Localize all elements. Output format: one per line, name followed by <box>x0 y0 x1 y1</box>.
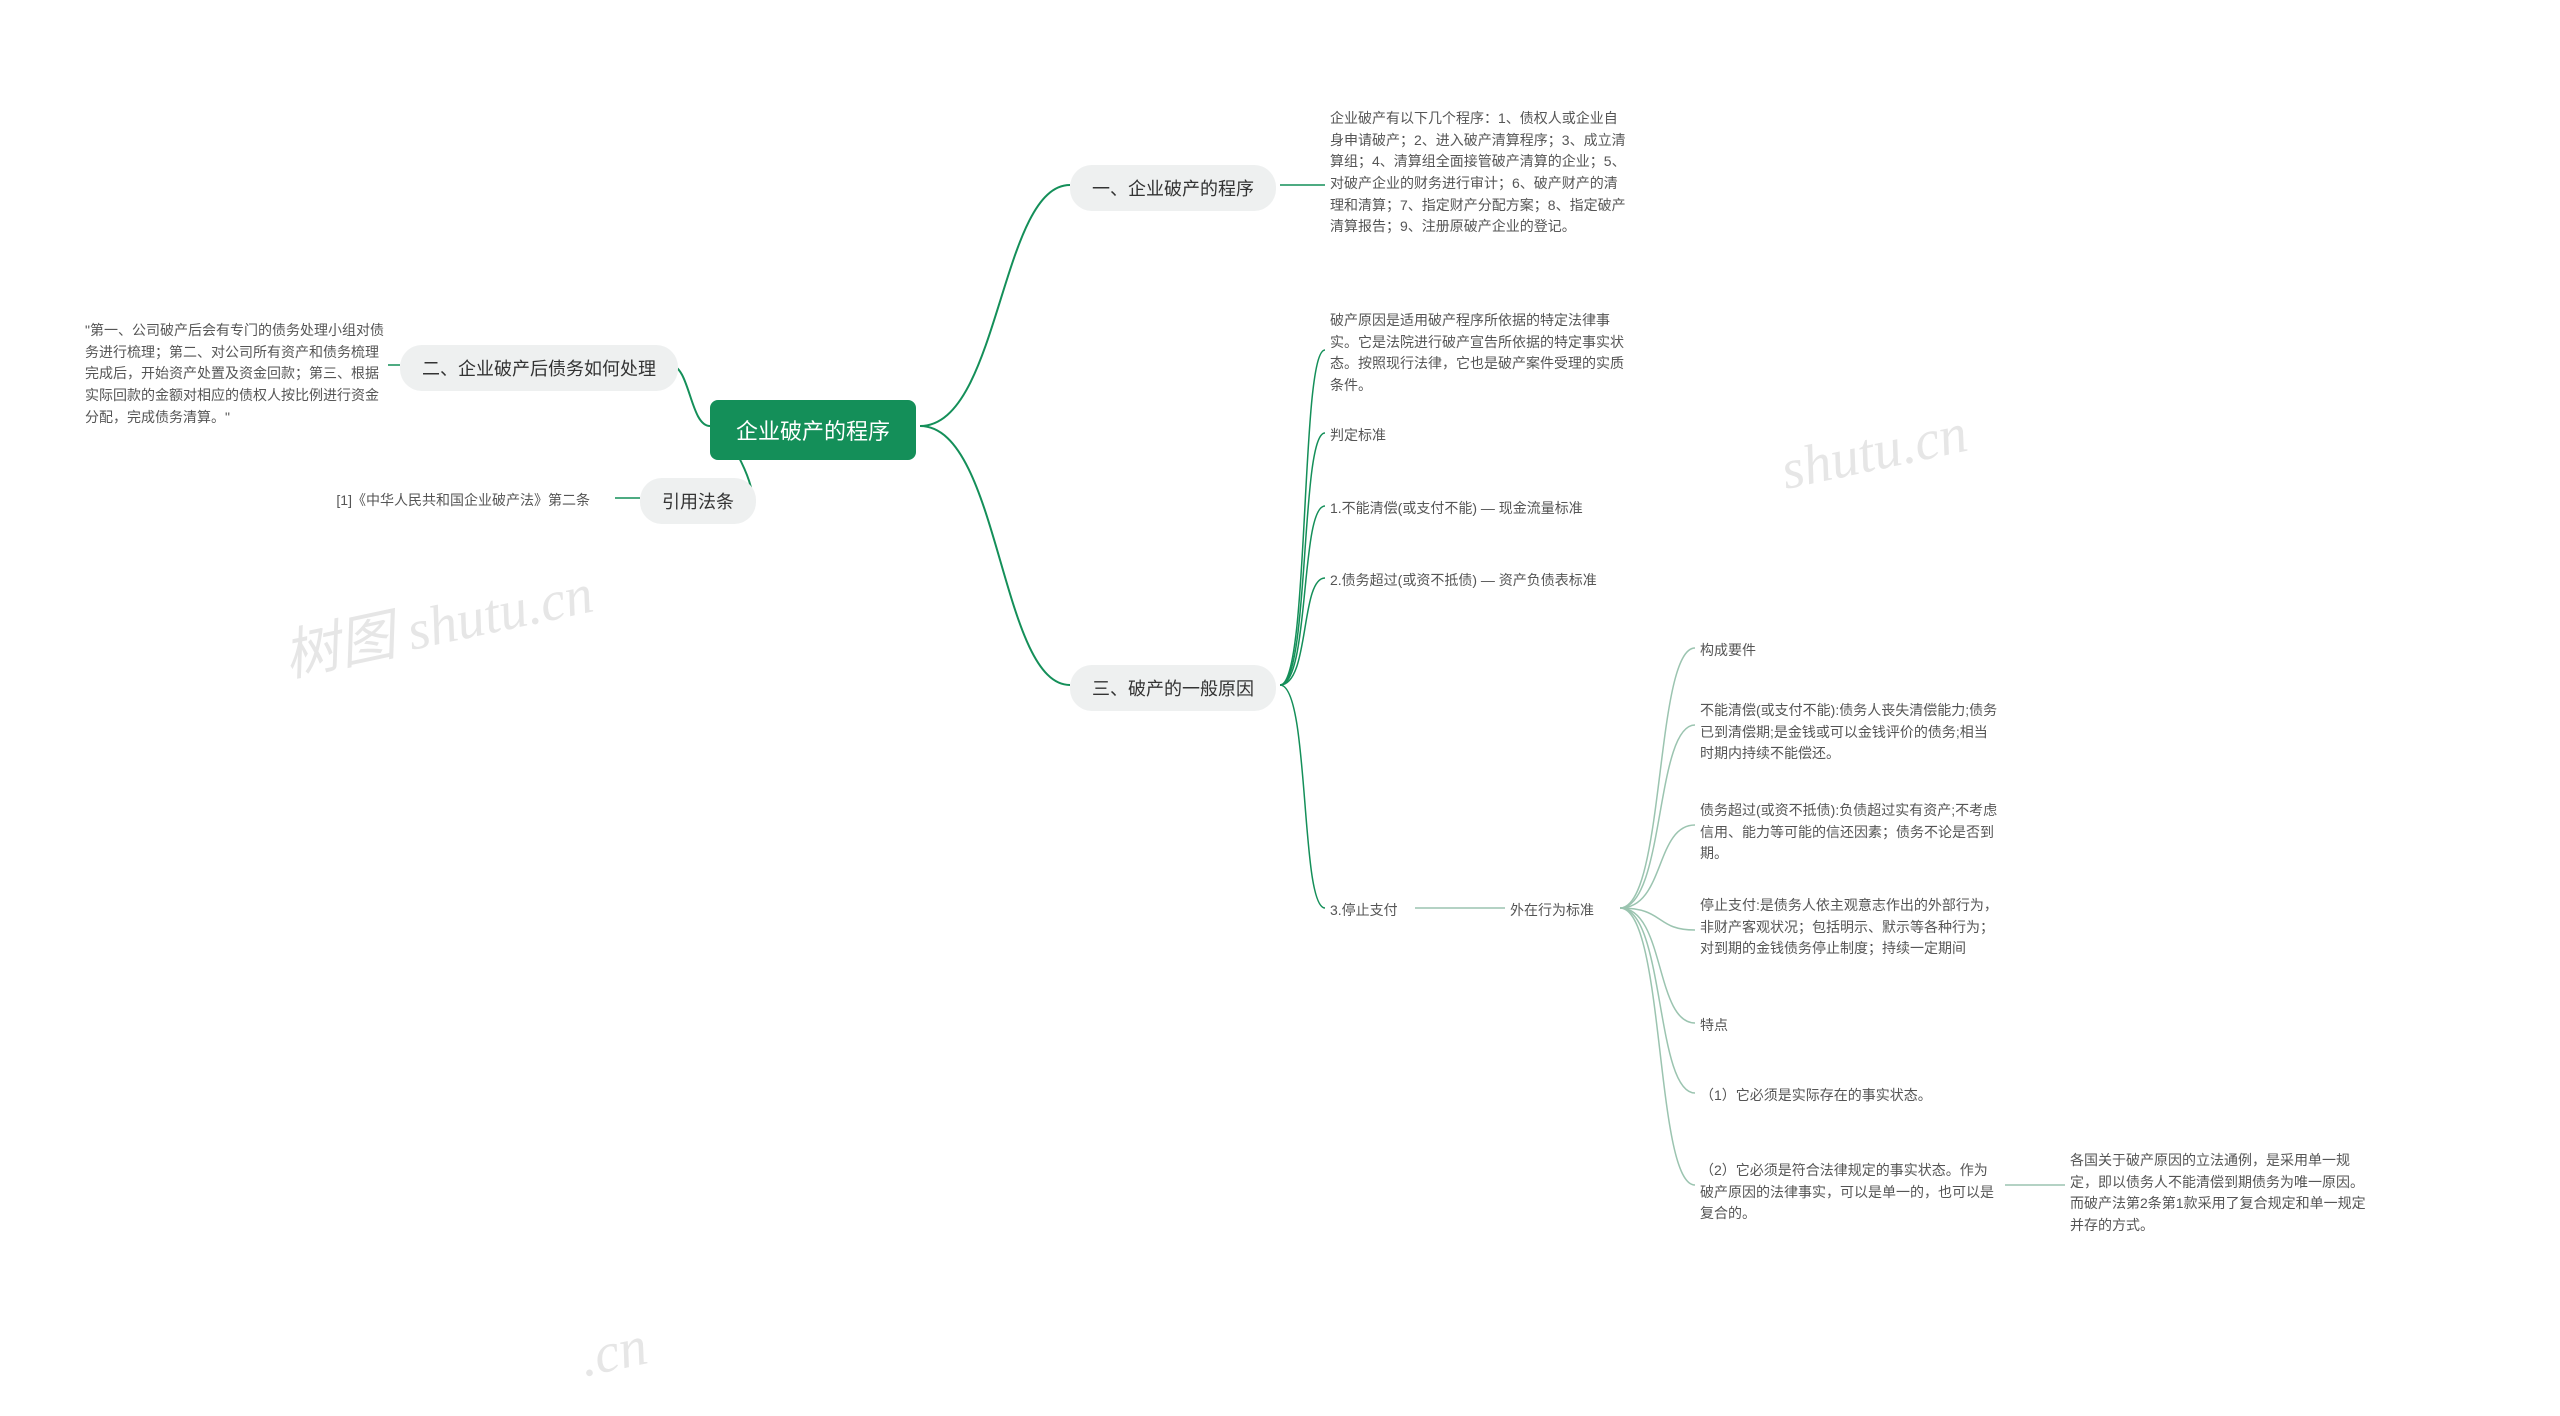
branch-procedure[interactable]: 一、企业破产的程序 <box>1070 165 1276 211</box>
leaf-b4-3: 1.不能清偿(或支付不能) — 现金流量标准 <box>1330 498 1630 520</box>
leaf-b4-5-sub: 外在行为标准 <box>1510 900 1630 922</box>
sub-leaf-4: 停止支付:是债务人依主观意志作出的外部行为，非财产客观状况；包括明示、默示等各种… <box>1700 895 2000 960</box>
leaf-b3: [1]《中华人民共和国企业破产法》第二条 <box>290 490 590 512</box>
branch-debt-handling[interactable]: 二、企业破产后债务如何处理 <box>400 345 678 391</box>
watermark: .cn <box>574 1314 653 1391</box>
leaf-b4-5: 3.停止支付 <box>1330 900 1430 922</box>
sub-leaf-7-r: 各国关于破产原因的立法通例，是采用单一规定，即以债务人不能清偿到期债务为唯一原因… <box>2070 1150 2370 1237</box>
branch-citation[interactable]: 引用法条 <box>640 478 756 524</box>
root-node[interactable]: 企业破产的程序 <box>710 400 916 460</box>
watermark: shutu.cn <box>1775 401 1972 503</box>
sub-leaf-3: 债务超过(或资不抵债):负债超过实有资产;不考虑信用、能力等可能的信还因素；债务… <box>1700 800 2000 865</box>
sub-leaf-1: 构成要件 <box>1700 640 1980 662</box>
leaf-b4-2: 判定标准 <box>1330 425 1630 447</box>
leaf-b4-1: 破产原因是适用破产程序所依据的特定法律事实。它是法院进行破产宣告所依据的特定事实… <box>1330 310 1630 397</box>
watermark: 树图 shutu.cn <box>275 548 599 693</box>
sub-leaf-6: （1）它必须是实际存在的事实状态。 <box>1700 1085 2000 1107</box>
leaf-b1: 企业破产有以下几个程序：1、债权人或企业自身申请破产；2、进入破产清算程序；3、… <box>1330 108 1630 238</box>
leaf-b4-4: 2.债务超过(或资不抵债) — 资产负债表标准 <box>1330 570 1630 592</box>
leaf-b2: "第一、公司破产后会有专门的债务处理小组对债务进行梳理；第二、对公司所有资产和债… <box>85 320 385 428</box>
sub-leaf-5: 特点 <box>1700 1015 1980 1037</box>
sub-leaf-7: （2）它必须是符合法律规定的事实状态。作为破产原因的法律事实，可以是单一的，也可… <box>1700 1160 2000 1225</box>
sub-leaf-2: 不能清偿(或支付不能):债务人丧失清偿能力;债务已到清偿期;是金钱或可以金钱评价… <box>1700 700 2000 765</box>
branch-general-reason[interactable]: 三、破产的一般原因 <box>1070 665 1276 711</box>
